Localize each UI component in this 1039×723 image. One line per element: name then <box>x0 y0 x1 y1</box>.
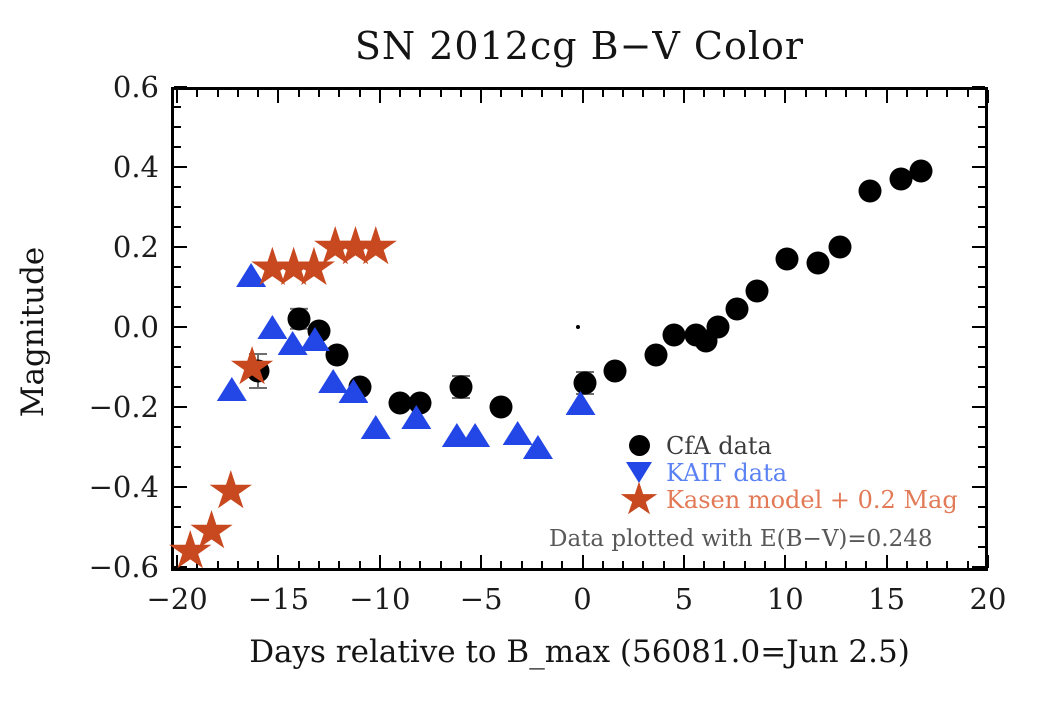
x-tick-label: −5 <box>459 582 503 616</box>
legend-item-kasen: Kasen model + 0.2 Mag <box>616 481 958 515</box>
x-tick-label: −20 <box>146 582 208 616</box>
legend-marker-box <box>616 462 662 483</box>
extinction-annotation: Data plotted with E(B−V)=0.248 <box>549 526 933 552</box>
x-axis-label: Days relative to B_max (56081.0=Jun 2.5) <box>249 634 910 670</box>
y-axis-label: Magnitude <box>15 246 51 418</box>
x-tick-label: −15 <box>247 582 310 616</box>
x-tick-label: 0 <box>573 582 592 616</box>
y-tick-label: −0.4 <box>88 470 159 504</box>
y-tick-label: 0.6 <box>112 70 159 104</box>
x-tick-label: 5 <box>674 582 694 616</box>
x-tick-label: 20 <box>969 582 1007 616</box>
y-tick-label: 0.4 <box>112 150 159 184</box>
legend-marker-box <box>616 481 662 518</box>
legend-label-kait: KAIT data <box>666 458 788 487</box>
x-tick-label: −10 <box>349 582 411 616</box>
plot-frame <box>171 87 988 571</box>
legend-item-kait: KAIT data <box>616 458 958 487</box>
kait-triangle-icon <box>626 462 652 483</box>
legend: CfA data KAIT data Kasen model + 0.2 Mag <box>616 431 958 515</box>
legend-label-kasen: Kasen model + 0.2 Mag <box>666 485 958 514</box>
cfa-circle-icon <box>628 435 650 456</box>
y-tick-label: −0.6 <box>88 550 159 584</box>
legend-item-cfa: CfA data <box>616 431 958 460</box>
x-tick-label: 10 <box>766 582 804 616</box>
x-tick-label: 15 <box>868 582 906 616</box>
legend-marker-box <box>616 435 662 456</box>
chart-title: SN 2012cg B−V Color <box>354 24 805 68</box>
legend-label-cfa: CfA data <box>666 431 772 460</box>
kasen-star-icon <box>620 481 658 515</box>
